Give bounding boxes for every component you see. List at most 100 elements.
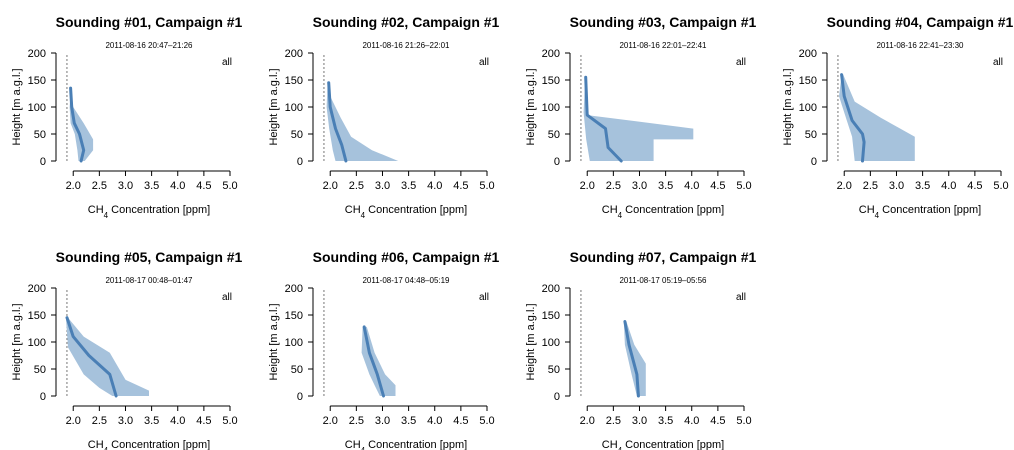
x-tick-label: 4.5 [967,180,982,192]
y-tick-label: 150 [542,310,560,322]
y-tick-label: 0 [40,391,46,403]
y-tick-label: 200 [28,283,46,295]
y-axis-label: Height [m a.g.l.] [525,68,537,145]
x-tick-label: 3.5 [915,180,930,192]
y-tick-label: 100 [542,337,560,349]
panel-3: Sounding #03, Campaign #1 2011-08-16 22:0… [525,14,757,220]
x-tick-label: 5.0 [479,180,494,192]
x-tick-label: 2.5 [606,180,621,192]
x-tick-label: 2.5 [349,180,364,192]
median-profile-line [362,325,385,398]
y-tick-label: 50 [34,364,46,376]
x-axis-label: CH4 Concentration [ppm] [602,204,724,220]
median-profile-line [327,81,348,163]
x-axis-label: CH4 Concentration [ppm] [859,204,981,220]
panel-title: Sounding #06, Campaign #1 [313,249,500,265]
y-tick-label: 100 [799,102,817,114]
x-tick-label: 5.0 [736,180,751,192]
x-tick-label: 5.0 [736,415,751,427]
x-tick-label: 4.5 [196,415,211,427]
x-tick-label: 3.5 [401,180,416,192]
x-tick-label: 4.0 [427,415,442,427]
y-axis-label: Height [m a.g.l.] [268,303,280,380]
x-tick-label: 3.0 [632,415,647,427]
x-tick-label: 4.0 [684,415,699,427]
y-tick-label: 150 [799,75,817,87]
y-tick-label: 0 [297,156,303,168]
median-profile-line [69,86,86,163]
concentration-range-band [326,82,399,161]
y-tick-label: 200 [285,283,303,295]
panel-4: Sounding #04, Campaign #1 2011-08-16 22:4… [782,14,1014,220]
y-tick-label: 100 [28,102,46,114]
legend-label: all [479,292,489,303]
x-axis-label: CH4 Concentration [ppm] [345,439,467,450]
legend-label: all [736,292,746,303]
x-tick-label: 4.0 [941,180,956,192]
panel-title: Sounding #07, Campaign #1 [570,249,757,265]
x-tick-label: 2.0 [580,180,595,192]
median-profile-line [623,320,640,398]
median-profile-line [584,75,623,163]
panel-2: Sounding #02, Campaign #1 2011-08-16 21:2… [268,14,500,220]
y-tick-label: 150 [28,310,46,322]
concentration-range-band [65,317,149,396]
y-tick-label: 50 [291,364,303,376]
x-tick-label: 4.0 [684,180,699,192]
x-axis-label: CH4 Concentration [ppm] [88,204,210,220]
x-tick-label: 4.0 [170,180,185,192]
legend-label: all [736,57,746,68]
panel-title: Sounding #02, Campaign #1 [313,14,500,30]
y-tick-label: 50 [548,129,560,141]
y-tick-label: 100 [285,337,303,349]
x-tick-label: 2.0 [323,180,338,192]
x-tick-label: 5.0 [479,415,494,427]
legend-label: all [222,57,232,68]
legend-label: all [479,57,489,68]
x-tick-label: 2.5 [92,180,107,192]
x-tick-label: 3.5 [658,180,673,192]
datetime-label: 2011-08-17 04:48–05:19 [362,276,450,285]
y-tick-label: 100 [285,102,303,114]
y-axis-label: Height [m a.g.l.] [268,68,280,145]
median-profile-line [65,316,118,398]
x-tick-label: 4.5 [710,415,725,427]
concentration-range-band [583,77,694,161]
x-tick-label: 3.5 [401,415,416,427]
y-axis-label: Height [m a.g.l.] [11,303,23,380]
y-tick-label: 50 [805,129,817,141]
x-tick-label: 3.0 [375,415,390,427]
concentration-range-band [839,74,915,161]
panel-5: Sounding #05, Campaign #1 2011-08-17 00:4… [11,249,243,450]
x-tick-label: 3.5 [144,415,159,427]
x-tick-label: 2.5 [606,415,621,427]
x-tick-label: 2.0 [580,415,595,427]
x-tick-label: 4.0 [170,415,185,427]
y-tick-label: 50 [548,364,560,376]
x-tick-label: 5.0 [222,180,237,192]
y-tick-label: 100 [28,337,46,349]
x-tick-label: 5.0 [993,180,1008,192]
y-tick-label: 150 [285,310,303,322]
median-profile-line [840,73,866,163]
y-tick-label: 200 [542,283,560,295]
datetime-label: 2011-08-16 20:47–21:26 [105,41,193,50]
x-tick-label: 2.0 [323,415,338,427]
x-tick-label: 4.5 [453,415,468,427]
y-tick-label: 150 [28,75,46,87]
y-tick-label: 0 [554,156,560,168]
y-tick-label: 200 [28,48,46,60]
y-tick-label: 50 [291,129,303,141]
y-tick-label: 200 [799,48,817,60]
panel-7: Sounding #07, Campaign #1 2011-08-17 05:1… [525,249,757,450]
legend-label: all [993,57,1003,68]
y-tick-label: 0 [297,391,303,403]
datetime-label: 2011-08-17 05:19–05:56 [619,276,707,285]
x-tick-label: 4.5 [196,180,211,192]
legend-label: all [222,292,232,303]
x-tick-label: 3.0 [118,180,133,192]
x-tick-label: 5.0 [222,415,237,427]
x-tick-label: 3.0 [375,180,390,192]
panel-1: Sounding #01, Campaign #1 2011-08-16 20:4… [11,14,243,220]
concentration-range-band [361,326,396,396]
